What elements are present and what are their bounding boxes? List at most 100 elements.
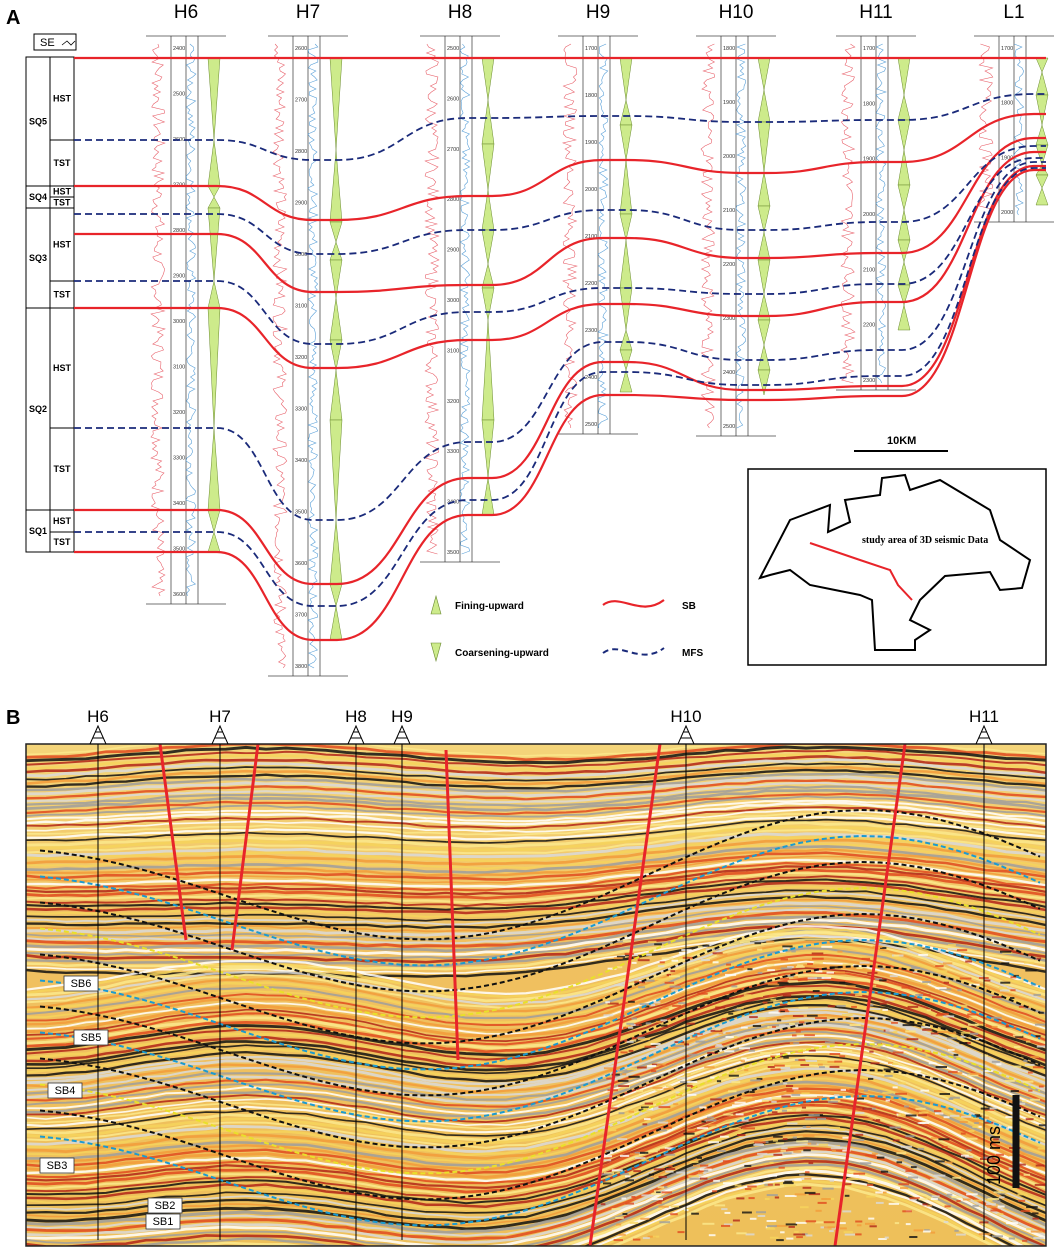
sequence-column: SQ5HSTTSTSQ4HSTTSTSQ3HSTTSTSQ2HSTTSTSQ1H… [25,56,75,553]
fault-line [444,749,460,1061]
depth-tick: 3000 [447,298,459,304]
legend-coarsening-label: Coarsening-upward [455,648,549,659]
legend-fining-label: Fining-upward [455,601,524,612]
scale-bar: 10KM [854,435,948,452]
depth-tick: 3300 [173,456,185,462]
depth-tick: 2500 [585,422,597,428]
mfs-line [74,167,1046,607]
depth-tick: 3800 [295,664,307,670]
sb-line-symbol [602,599,665,608]
depth-tick: 2200 [585,281,597,287]
depth-tick: 2400 [173,46,185,52]
depth-tick: 3000 [295,252,307,258]
tract-label: HST [53,363,72,373]
legend-sb-label: SB [682,601,696,612]
seismic-well-h8: H8 [345,707,367,1240]
well-h10: H10 1800 1900 2000 2100 2200 2300 2400 2500 [696,2,776,437]
depth-tick: 1800 [723,46,735,52]
study-area-outline [758,473,1032,651]
depth-tick: 3500 [173,547,185,553]
seismic-well-markers: H6 H7 H8 H9 H10 H11 [87,707,999,1240]
legend-mfs-label: MFS [682,648,703,659]
well-name: H8 [448,2,472,23]
legend: Fining-upward Coarsening-upward SB MFS [430,594,703,663]
depth-tick: 2500 [173,92,185,98]
depth-tick: 3700 [295,613,307,619]
horizon-label-sb3: SB3 [39,1157,75,1174]
depth-tick: 3100 [295,304,307,310]
tract-label: TST [54,537,72,547]
well-name: H7 [296,2,320,23]
correlation-lines [74,56,1046,642]
depth-tick: 3300 [447,449,459,455]
depth-tick: 1800 [585,93,597,99]
depth-tick: 2800 [447,197,459,203]
panel-b-letter: B [6,707,20,729]
horizon-label: SB2 [155,1200,176,1212]
tract-label: TST [54,290,72,300]
depth-tick: 2900 [173,274,185,280]
depth-tick: 1700 [863,46,875,52]
depth-tick: 2500 [723,424,735,430]
mfs-line [74,157,1046,345]
depth-tick: 2300 [723,316,735,322]
tract-label: HST [53,516,72,526]
depth-tick: 2300 [863,378,875,384]
depth-tick: 2900 [295,201,307,207]
panel-a-letter: A [6,7,20,29]
well-l1: L1 1700 1800 1900 2000 [974,2,1054,223]
depth-tick: 1800 [863,101,875,107]
depth-tick: 1800 [1001,101,1013,107]
well-name: H9 [586,2,610,23]
tract-label: HST [53,187,72,197]
tract-label: TST [54,464,72,474]
horizon-label-sb2: SB2 [147,1197,183,1214]
depth-tick: 3200 [447,399,459,405]
depth-tick: 1700 [585,46,597,52]
depth-tick: 3400 [295,458,307,464]
depth-tick: 3300 [295,407,307,413]
location-map: study area of 3D seismic Data [747,468,1047,666]
depth-tick: 2100 [723,208,735,214]
depth-tick: 1900 [585,140,597,146]
depth-tick: 2000 [723,154,735,160]
seismic-section [26,744,1046,1246]
well-logs: H6 2400 2500 2600 2700 2800 2900 3000 3100 3200 33… [146,2,1054,677]
depth-tick: 2400 [585,375,597,381]
seismic-well-name: H9 [391,707,413,726]
depth-tick: 2500 [447,46,459,52]
fining-upward-symbol [430,594,442,615]
direction-label: SE [40,37,55,49]
seismic-well-name: H6 [87,707,109,726]
well-h9: H9 1700 1800 1900 2000 2100 2200 2300 2400 2500 [558,2,638,435]
depth-tick: 2200 [723,262,735,268]
seismic-frame [25,743,1047,1247]
horizon-label-sb1: SB1 [145,1213,181,1230]
horizon-label: SB1 [153,1216,174,1228]
depth-tick: 1900 [1001,155,1013,161]
seismic-well-name: H10 [670,707,701,726]
sequence-label: SQ2 [29,404,47,414]
depth-tick: 2700 [295,98,307,104]
well-name: H6 [174,2,198,23]
horizon-label: SB6 [71,978,92,990]
sequence-label: SQ4 [29,192,47,202]
sb-line [74,112,1046,222]
fault-line [158,744,188,941]
depth-tick: 2100 [863,267,875,273]
sb-line [74,164,1046,586]
direction-indicator: SE [33,33,77,51]
depth-tick: 2600 [447,96,459,102]
seismic-well-h9: H9 [391,707,413,1240]
sequence-label: SQ1 [29,526,47,536]
seismic-well-h6: H6 [87,707,109,1240]
depth-tick: 2300 [585,328,597,334]
depth-tick: 3600 [173,592,185,598]
sb-line [74,168,1046,642]
depth-tick: 1900 [863,157,875,163]
coarsening-upward-symbol [430,642,442,663]
time-scale-label: 100 ms [984,1126,1004,1185]
sb-line [74,136,1046,294]
depth-tick: 3200 [295,355,307,361]
